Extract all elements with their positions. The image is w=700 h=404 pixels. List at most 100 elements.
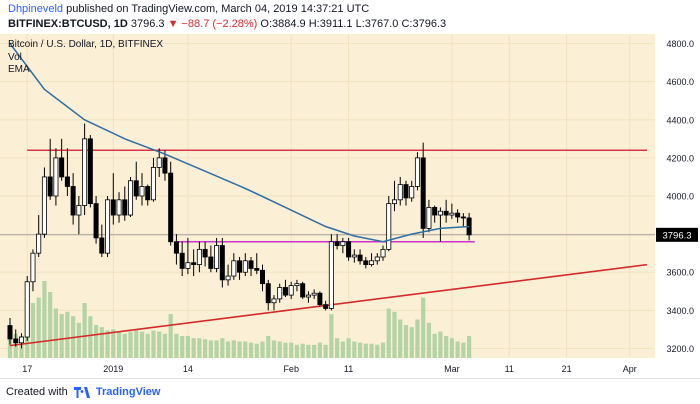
volume-bar [346,338,351,358]
candle-body [202,248,208,258]
volume-bar [168,314,173,358]
candle-body [369,260,375,266]
volume-bar [225,341,231,358]
author-link[interactable]: Dhpineveld [8,3,64,15]
candle-body [294,283,300,286]
y-tick-label: 3400.0 [666,306,694,316]
candle-body [265,283,271,304]
candle-body [380,248,386,258]
volume-bar [444,336,449,358]
candle-body [214,245,220,269]
candle [105,196,111,257]
candle [374,253,380,265]
candle-body [185,262,191,269]
candle-body [237,260,243,273]
candle [214,237,220,273]
candle [357,249,363,265]
volume-bar [116,331,122,358]
time-axis[interactable] [0,358,655,378]
candle [145,184,151,206]
x-tick-label: 11 [344,364,353,374]
y-tick-label: 3200.0 [666,344,694,354]
volume-bar [271,340,277,358]
candle-body [53,157,59,197]
y-tick-labels: 3200.03400.03600.03800.04000.04200.04400… [666,39,694,354]
volume-bar [317,342,322,358]
candle-body [260,269,266,285]
volume-bar [260,341,265,358]
volume-bar [203,339,208,358]
volume-bar [105,330,110,358]
volume-bar [231,340,236,358]
last-price: 3796.3 [130,18,165,30]
volume-bar [323,344,328,358]
candle-body [13,338,19,344]
candle-body [225,275,231,281]
candle [133,161,139,200]
candle [76,196,82,235]
volume-bar [266,336,271,358]
volume-bar [294,344,300,358]
candle [397,176,403,206]
candle [288,281,294,299]
candle [455,209,461,223]
candle-body [460,216,466,219]
volume-bar [237,341,242,358]
volume-bar [432,333,437,358]
brand-link[interactable]: TradingView [95,386,161,398]
volume-bar [363,343,368,358]
credit-line: Created with TradingView [6,386,160,398]
candle [64,148,70,196]
volume-bar [283,342,288,358]
candle-body [437,210,443,216]
volume-bar [421,297,426,358]
x-tick-label: 17 [22,364,32,374]
volume-bar [151,330,156,358]
x-tick-label: Feb [283,364,299,374]
candle [156,148,162,177]
volume-bar [335,338,340,358]
candle-body [122,199,128,216]
volume-bar [380,342,386,358]
volume-bar [398,319,403,358]
x-tick-label: Mar [444,364,460,374]
candle [414,152,420,191]
grid-lines [0,34,655,358]
candle-body [391,199,397,205]
candle [346,237,352,261]
candle [432,205,438,223]
candlestick-chart[interactable]: 3200.03400.03600.03800.04000.04200.04400… [0,34,700,378]
candle [403,180,409,206]
candle-body [30,252,36,283]
volume-bar [329,314,334,358]
candle-body [374,256,380,262]
candle [260,264,266,292]
candle [282,279,288,298]
volume-bar [145,333,150,358]
volume-bar [174,333,179,358]
candle [242,253,248,277]
candle-body [99,237,105,254]
chart-title: Bitcoin / U.S. Dollar, 1D, BITFINEX [8,39,163,50]
candle [36,215,42,257]
candle-body [432,207,438,216]
price-axis[interactable] [655,34,700,378]
candle [363,256,369,269]
candle-body [426,207,432,229]
volume-bar [409,327,414,358]
candle [150,157,156,202]
candle [443,199,449,223]
ema-path [9,43,470,243]
legend-vol: Vol [8,52,22,63]
candle [179,241,185,277]
y-tick-label: 4200.0 [666,153,694,163]
candle-body [288,285,294,296]
y-tick-label: 3600.0 [666,268,694,278]
candle [265,279,271,311]
candle-body [179,252,185,269]
volume-bar [300,343,305,358]
volume-bar [461,342,466,358]
candle-body [110,199,116,216]
price-change: ▼ −88.7 (−2.28%) [167,18,258,30]
volume-bar [88,316,93,358]
